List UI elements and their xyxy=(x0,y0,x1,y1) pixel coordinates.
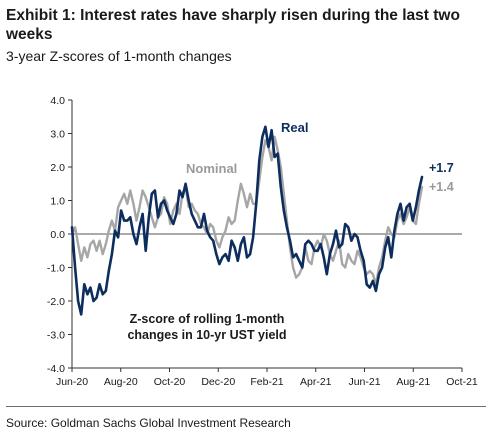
y-tick-label: 3.0 xyxy=(50,129,65,141)
y-tick-label: -3.0 xyxy=(47,330,65,342)
x-tick-label: Oct-21 xyxy=(446,376,478,388)
series-line-real xyxy=(70,125,424,316)
x-tick-label: Jun-20 xyxy=(56,376,88,388)
source-note: Source: Goldman Sachs Global Investment … xyxy=(6,416,291,430)
y-tick-label: 0.0 xyxy=(50,229,65,241)
series-line-nominal xyxy=(70,135,424,286)
series-label-nominal: Nominal xyxy=(186,161,237,176)
end-label-real: +1.7 xyxy=(429,161,454,175)
series-layer xyxy=(70,125,424,316)
x-tick-label: Dec-20 xyxy=(201,376,235,388)
x-tick-label: Jun-21 xyxy=(348,376,380,388)
end-label-nominal: +1.4 xyxy=(429,180,454,194)
chart-title: Exhibit 1: Interest rates have sharply r… xyxy=(6,7,460,43)
label-layer: Real Nominal +1.7 +1.4 Z-score of rolling 1-… xyxy=(127,120,453,342)
y-tick-label: 1.0 xyxy=(50,196,65,208)
y-tick-label: -1.0 xyxy=(47,263,65,275)
x-tick-label: Oct-20 xyxy=(154,376,186,388)
series-label-real: Real xyxy=(281,120,308,135)
x-tick-label: Feb-21 xyxy=(250,376,283,388)
y-tick-label: 2.0 xyxy=(50,162,65,174)
x-tick-label: Aug-21 xyxy=(396,376,430,388)
x-tick-label: Apr-21 xyxy=(300,376,332,388)
y-tick-label: -2.0 xyxy=(47,296,65,308)
y-tick-label: 4.0 xyxy=(50,95,65,107)
y-tick-label: -4.0 xyxy=(47,363,65,375)
annotation-line-2: changes in 10-yr UST yield xyxy=(127,328,286,342)
annotation-line-1: Z-score of rolling 1-month xyxy=(130,312,285,326)
footer-rule xyxy=(6,406,486,407)
chart-subtitle: 3-year Z-scores of 1-month changes xyxy=(6,48,232,64)
x-tick-label: Aug-20 xyxy=(104,376,138,388)
